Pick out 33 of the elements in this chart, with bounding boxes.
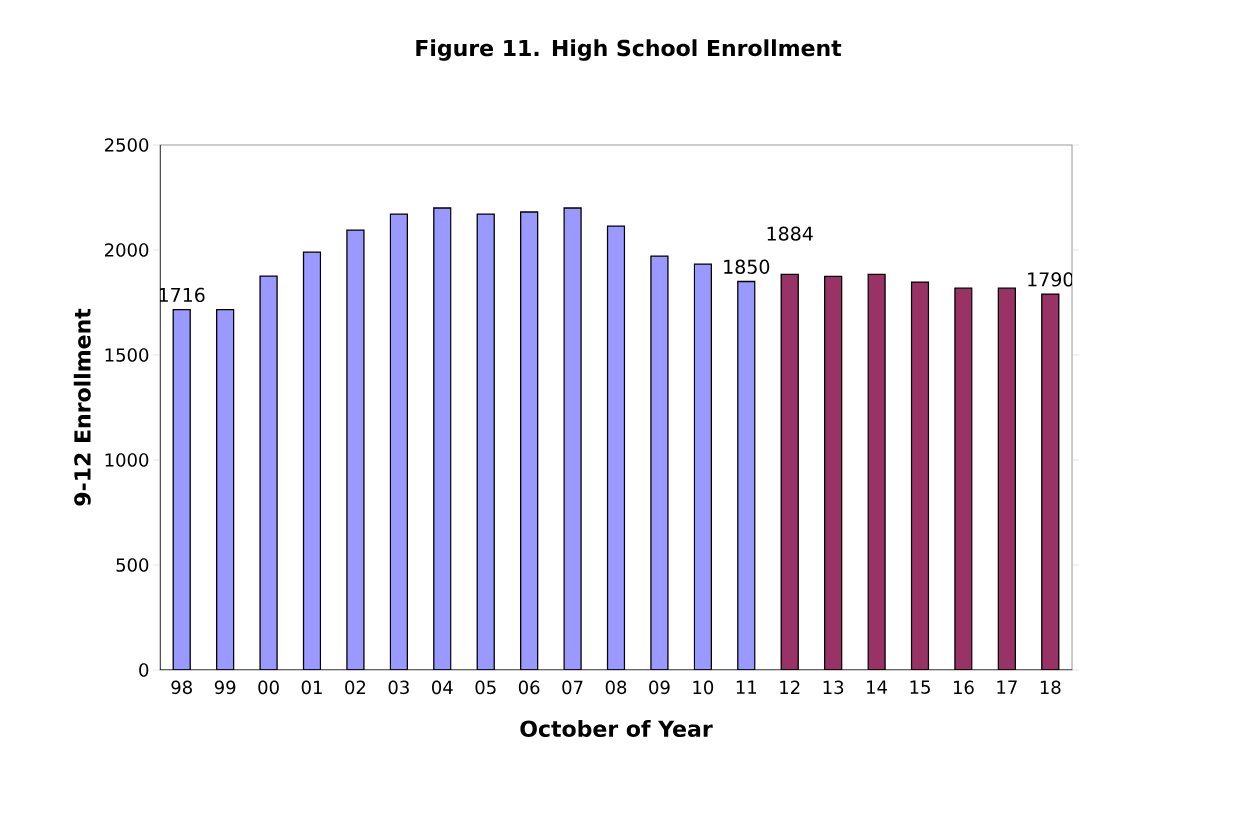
y-tick-label: 1500 (105, 348, 149, 362)
x-tick-label: 07 (562, 680, 583, 695)
data-label: 1884 (767, 226, 813, 241)
x-tick-label: 09 (649, 680, 670, 695)
y-tick-label: 1000 (105, 453, 149, 467)
y-tick-label: 0 (139, 663, 149, 677)
y-tick-label: 2000 (104, 243, 149, 257)
x-tick-label: 03 (388, 680, 409, 695)
x-tick-label: 12 (780, 680, 800, 694)
x-tick-label: 18 (1040, 680, 1061, 695)
x-tick-label: 17 (997, 680, 1017, 694)
x-tick-label: 04 (432, 680, 453, 695)
x-tick-label: 01 (301, 680, 322, 695)
x-axis-title: October of Year (520, 720, 713, 738)
data-label: 1850 (724, 259, 770, 274)
x-tick-label: 05 (475, 680, 496, 695)
x-tick-label: 98 (171, 680, 192, 695)
x-tick-label: 16 (953, 680, 974, 695)
x-tick-label: 99 (214, 680, 236, 695)
x-tick-label: 15 (910, 680, 930, 694)
y-tick-label: 2500 (104, 138, 149, 152)
data-label: 1790 (1028, 272, 1074, 287)
x-tick-label: 13 (823, 680, 844, 695)
x-tick-label: 02 (345, 680, 366, 695)
x-tick-label: 10 (693, 680, 714, 695)
x-tick-label: 14 (867, 680, 888, 694)
x-tick-label: 11 (736, 680, 757, 694)
y-axis-title: 9-12 Enrollment (73, 308, 91, 506)
x-tick-label: 06 (518, 680, 540, 695)
y-tick-label: 500 (116, 558, 149, 572)
chart-title: Figure 11. High School Enrollment (416, 39, 842, 61)
x-tick-label: 00 (258, 680, 279, 695)
x-tick-label: 08 (605, 680, 627, 695)
